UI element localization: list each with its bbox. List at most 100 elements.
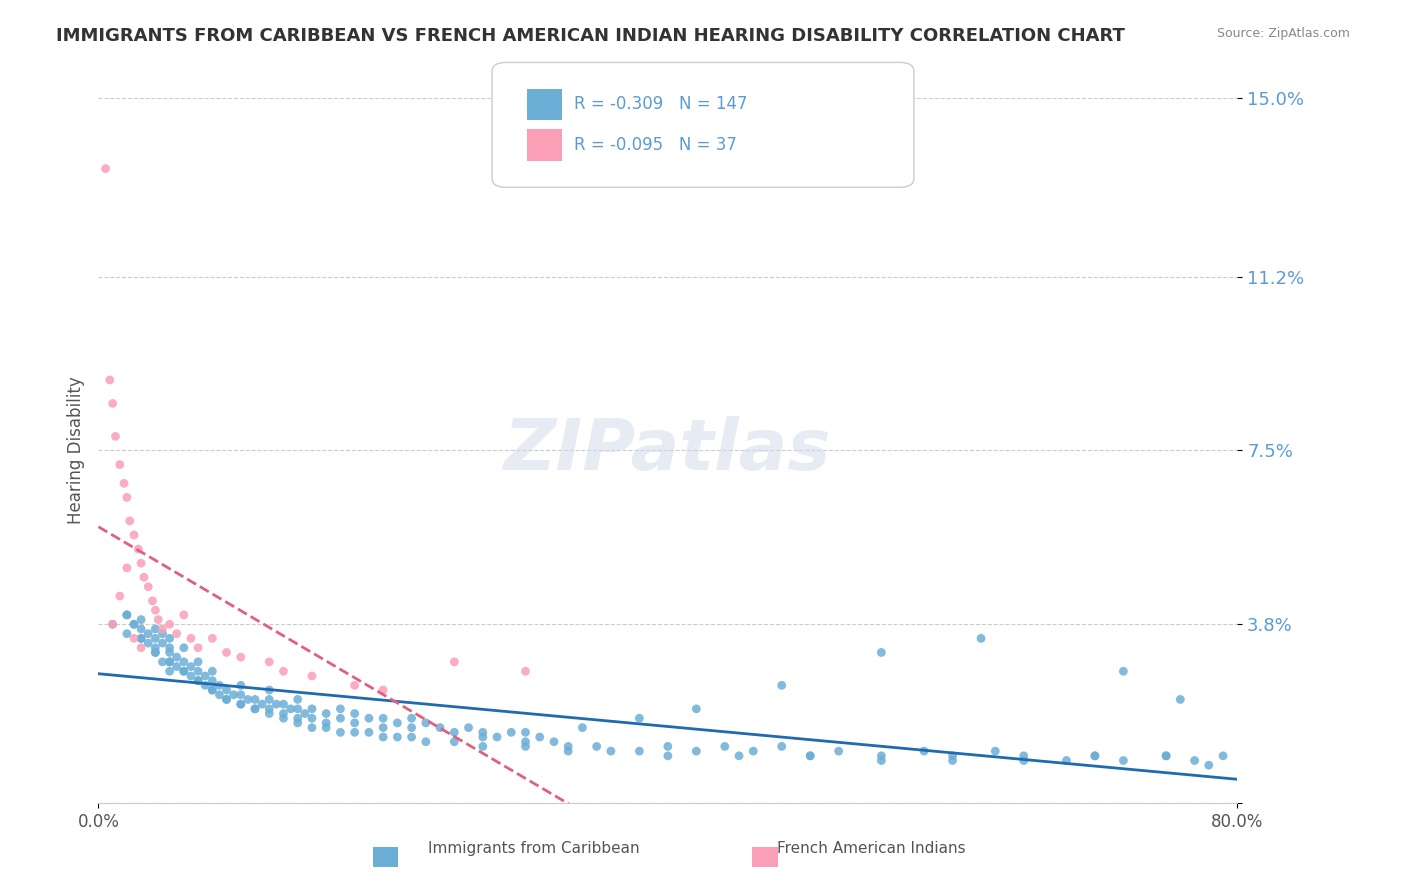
Point <box>166 659 188 673</box>
Point <box>273 697 295 711</box>
Point <box>585 739 607 754</box>
Point <box>166 626 188 640</box>
Point <box>243 702 266 716</box>
Point <box>152 655 174 669</box>
Point <box>287 702 309 716</box>
Point <box>115 491 138 505</box>
Point <box>301 711 323 725</box>
Point <box>222 688 245 702</box>
Point <box>373 711 395 725</box>
Point <box>152 626 174 640</box>
Point <box>443 735 465 749</box>
Point <box>1154 748 1177 763</box>
Point <box>215 692 238 706</box>
Point <box>471 730 494 744</box>
Point <box>828 744 851 758</box>
Point <box>101 396 124 410</box>
Point <box>294 706 316 721</box>
Point <box>259 692 281 706</box>
Point <box>728 748 751 763</box>
Point <box>122 617 145 632</box>
Point <box>1212 748 1234 763</box>
Point <box>229 697 252 711</box>
Point <box>101 617 124 632</box>
Point <box>280 702 302 716</box>
Point <box>486 730 509 744</box>
Point <box>229 650 252 665</box>
Point <box>136 580 159 594</box>
Point <box>229 697 252 711</box>
Point <box>1112 665 1135 679</box>
Point <box>145 632 167 646</box>
Point <box>187 640 209 655</box>
Point <box>415 715 437 730</box>
Point <box>343 725 366 739</box>
Point <box>187 655 209 669</box>
Point <box>287 711 309 725</box>
Point <box>215 645 238 659</box>
Point <box>1012 748 1035 763</box>
Point <box>136 626 159 640</box>
Point <box>870 754 893 768</box>
Point <box>373 721 395 735</box>
Point <box>180 669 202 683</box>
Point <box>194 669 217 683</box>
Point <box>942 748 965 763</box>
Point <box>94 161 117 176</box>
Point <box>104 429 127 443</box>
Point <box>187 673 209 688</box>
Point <box>194 678 217 692</box>
Point <box>250 697 273 711</box>
Point <box>273 706 295 721</box>
Point <box>315 715 337 730</box>
Point <box>148 613 170 627</box>
Point <box>301 721 323 735</box>
Point <box>159 665 181 679</box>
Point <box>159 655 181 669</box>
Point <box>173 665 195 679</box>
Point <box>122 528 145 542</box>
Point <box>799 748 821 763</box>
Point <box>145 603 167 617</box>
Point <box>129 632 152 646</box>
Point <box>215 692 238 706</box>
Point <box>343 678 366 692</box>
Point <box>98 373 121 387</box>
Point <box>357 711 380 725</box>
Point <box>101 617 124 632</box>
Point <box>259 683 281 698</box>
Point <box>159 645 181 659</box>
Point <box>515 735 537 749</box>
Point <box>173 640 195 655</box>
Point <box>443 655 465 669</box>
Point <box>145 645 167 659</box>
Point <box>259 706 281 721</box>
Point <box>401 730 423 744</box>
Point <box>315 706 337 721</box>
Point <box>180 659 202 673</box>
Point <box>115 626 138 640</box>
Point <box>301 669 323 683</box>
Point <box>529 730 551 744</box>
Point <box>515 725 537 739</box>
Point <box>387 730 409 744</box>
Point <box>115 607 138 622</box>
Point <box>571 721 593 735</box>
Point <box>401 721 423 735</box>
Point <box>259 702 281 716</box>
Point <box>1154 748 1177 763</box>
Text: R = -0.309   N = 147: R = -0.309 N = 147 <box>574 95 747 113</box>
Point <box>266 697 288 711</box>
Point <box>543 735 565 749</box>
Point <box>657 748 679 763</box>
Point <box>457 721 479 735</box>
Point <box>1184 754 1206 768</box>
Point <box>187 665 209 679</box>
Point <box>201 683 224 698</box>
Point <box>141 594 163 608</box>
Point <box>373 683 395 698</box>
Point <box>557 744 579 758</box>
Point <box>273 711 295 725</box>
Point <box>201 673 224 688</box>
Point <box>159 617 181 632</box>
